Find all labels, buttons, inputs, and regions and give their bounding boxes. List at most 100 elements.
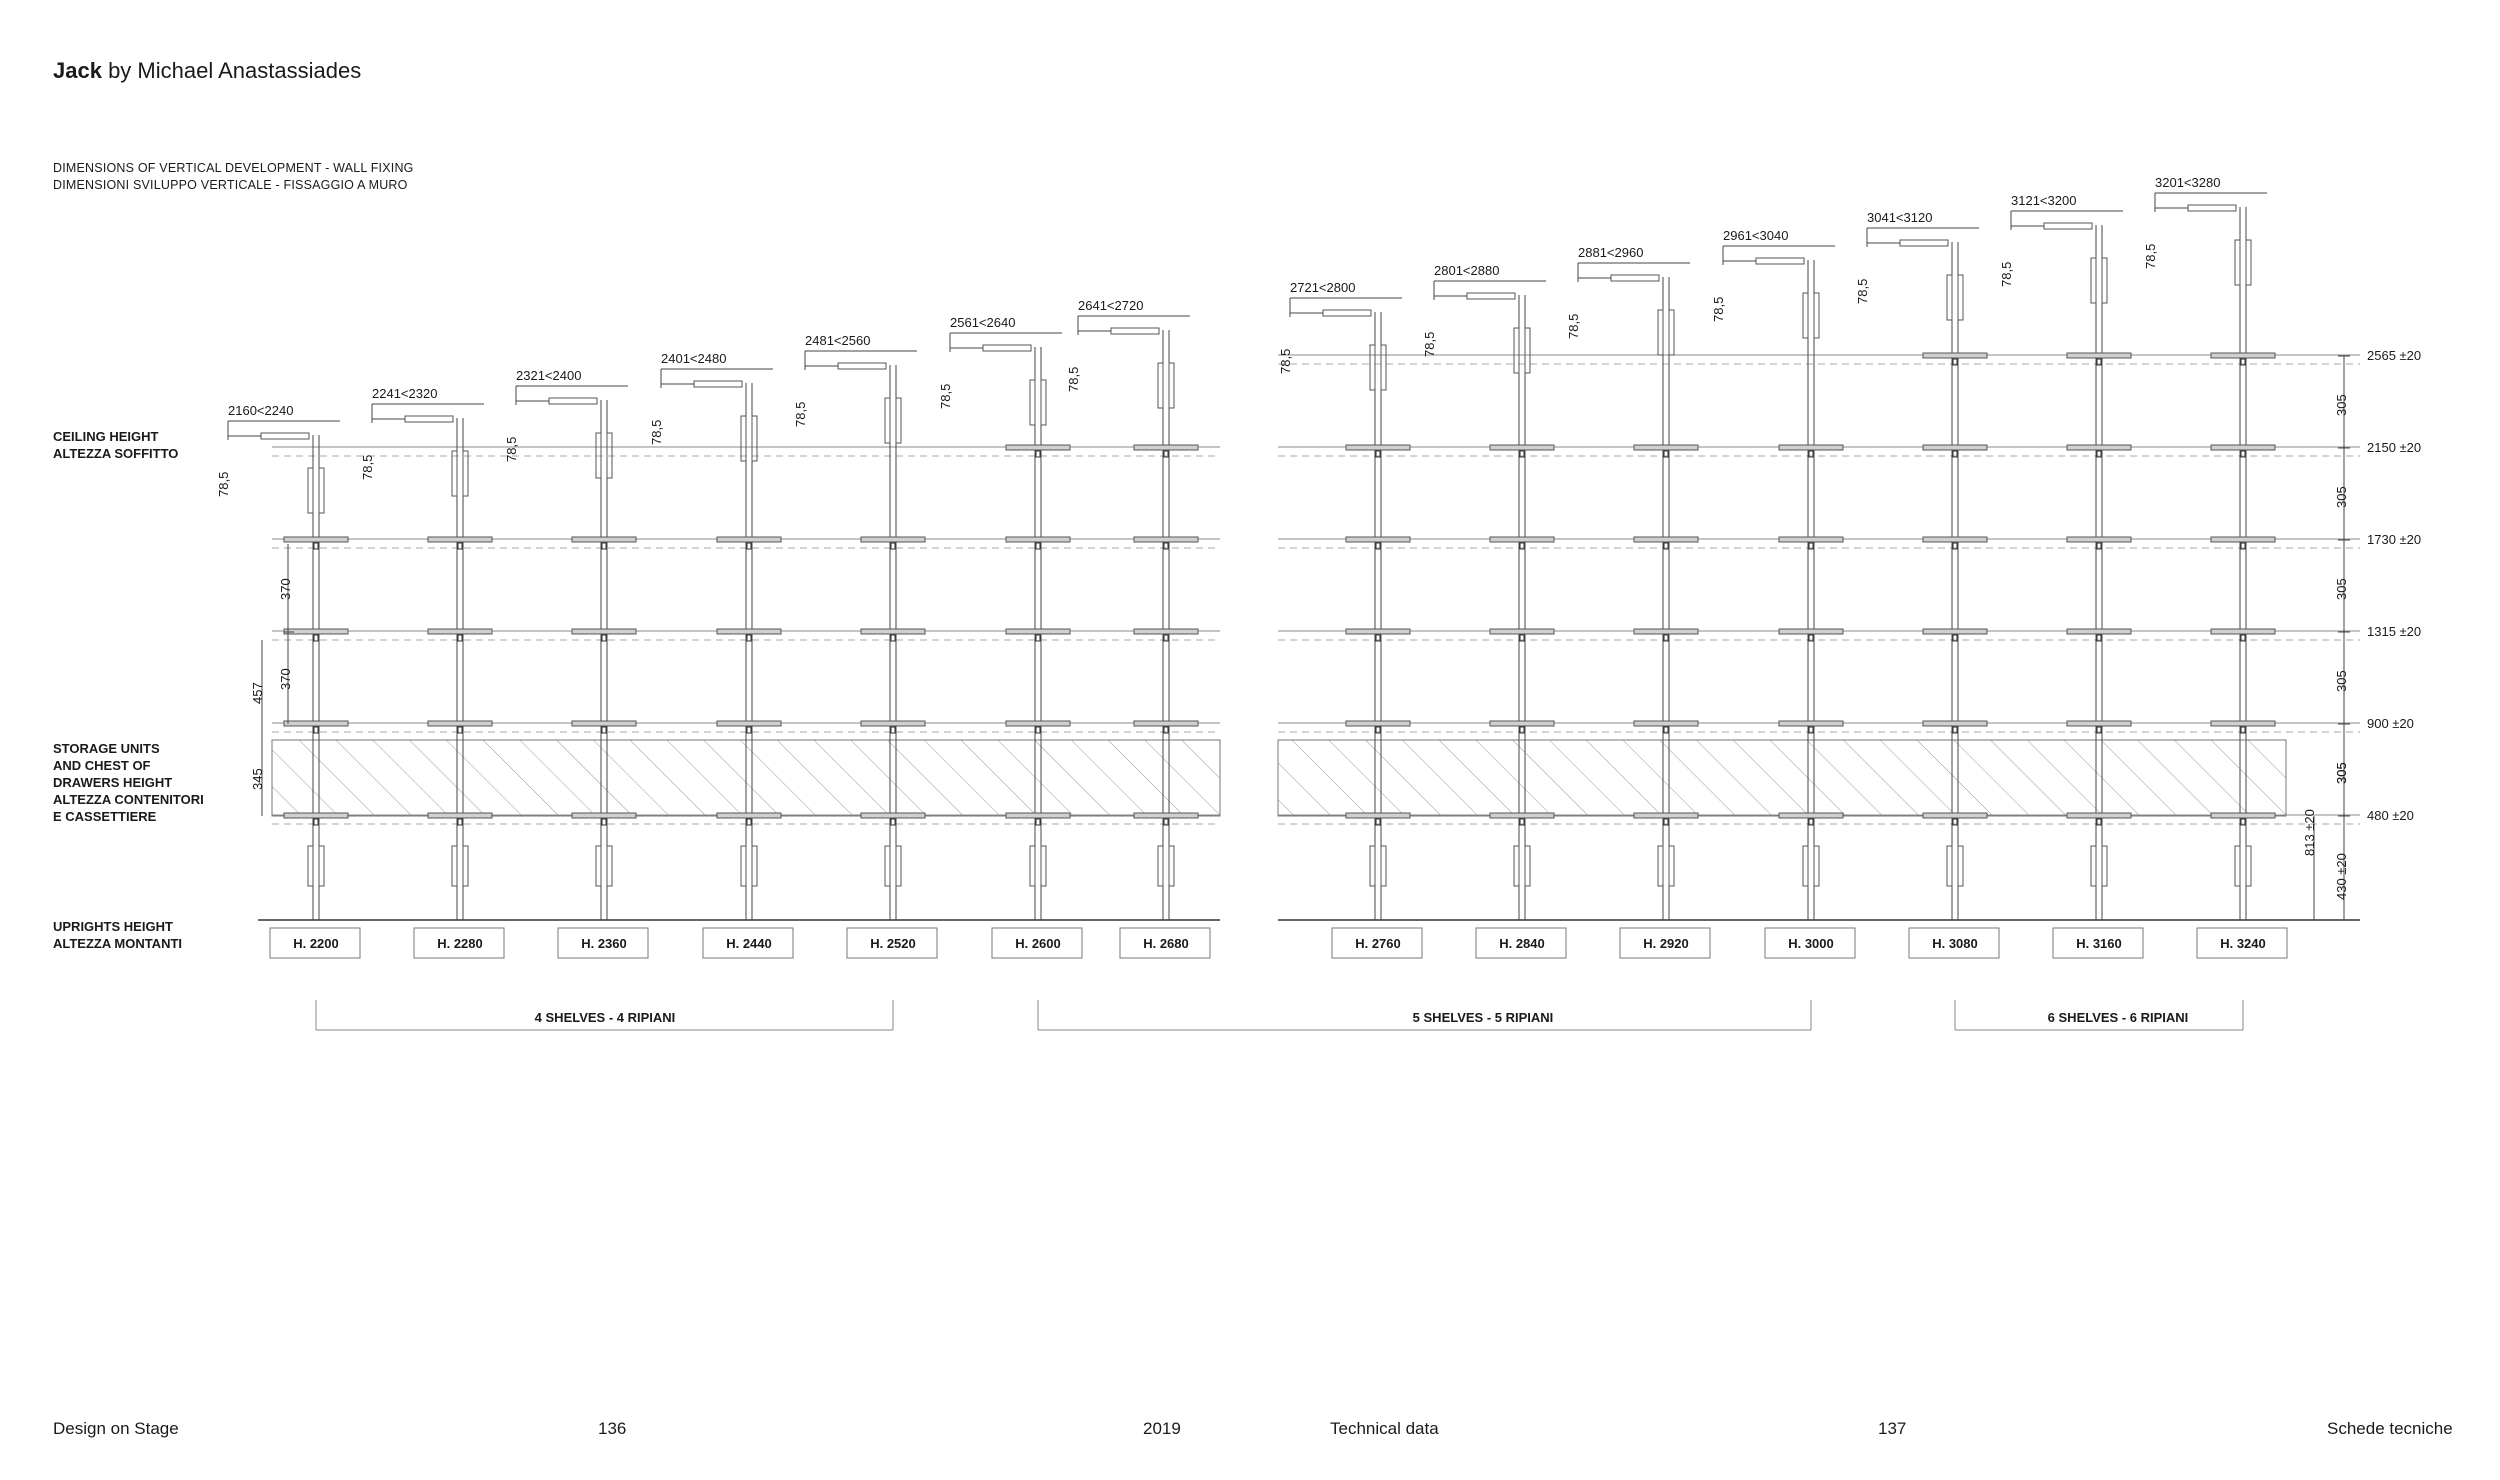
shelf-board (1133, 536, 1199, 543)
shelf-board (1489, 536, 1555, 543)
shelf-board (1345, 628, 1411, 635)
upright-height-box (413, 927, 505, 959)
shelf-board (1345, 444, 1411, 451)
upright-height-box (991, 927, 1083, 959)
ceiling-adjuster (260, 432, 310, 440)
shelf-board (716, 720, 782, 727)
shelf-bracket (1519, 634, 1525, 642)
upright-top-detail (462, 450, 469, 497)
shelf-board (2066, 812, 2132, 819)
shelf-bracket (1808, 450, 1814, 458)
upright-height-box (702, 927, 794, 959)
shelf-board (571, 628, 637, 635)
joint-dimension-label: 78,5 (1999, 262, 2014, 287)
shelf-spacing-label: 305 (2334, 394, 2349, 416)
shelf-board (2210, 720, 2276, 727)
upright-foot-detail (1946, 845, 1953, 887)
upright-height-label: H. 3000 (1788, 936, 1834, 951)
upright-top-detail (1802, 292, 1809, 339)
upright-foot-detail (1168, 845, 1175, 887)
shelf-bracket (457, 542, 463, 550)
upright-height-box (1764, 927, 1856, 959)
upright-height-box (2052, 927, 2144, 959)
shelf-bracket (1375, 726, 1381, 734)
upright-top-detail (451, 450, 458, 497)
title-designer: by Michael Anastassiades (101, 58, 362, 83)
shelf-bracket (601, 634, 607, 642)
shelf-bracket (1952, 358, 1958, 366)
upright-foot-detail (1157, 845, 1164, 887)
ceiling-range-label: 2401<2480 (661, 351, 726, 366)
joint-dimension-label: 78,5 (2143, 244, 2158, 269)
shelf-board (1922, 812, 1988, 819)
shelf-board (1778, 536, 1844, 543)
shelf-bracket (1808, 634, 1814, 642)
ceiling-adjuster (837, 362, 887, 370)
spacing-370-label: 370 (278, 578, 293, 600)
upright-foot-detail (2245, 845, 2252, 887)
upright-height-label: H. 2680 (1143, 936, 1189, 951)
ceiling-range-label: 2801<2880 (1434, 263, 1499, 278)
ceiling-adjuster (2043, 222, 2093, 230)
ceiling-range-label: 2561<2640 (950, 315, 1015, 330)
shelf-spacing-label: 305 (2334, 762, 2349, 784)
shelf-board (716, 812, 782, 819)
ceiling-adjuster (404, 415, 454, 423)
shelf-bracket (1952, 634, 1958, 642)
shelf-board (1633, 444, 1699, 451)
upright-height-label: H. 2200 (293, 936, 339, 951)
shelf-board (716, 628, 782, 635)
shelf-group-label: 5 SHELVES - 5 RIPIANI (1413, 1010, 1554, 1025)
shelf-bracket (2096, 726, 2102, 734)
shelf-board (2210, 352, 2276, 359)
joint-dimension-label: 78,5 (1566, 314, 1581, 339)
dimension-430-label: 430 ±20 (2334, 853, 2349, 900)
shelf-bracket (1375, 818, 1381, 826)
ceiling-range-label: 2241<2320 (372, 386, 437, 401)
joint-dimension-label: 78,5 (504, 437, 519, 462)
ceiling-height-label: CEILING HEIGHT ALTEZZA SOFFITTO (53, 429, 179, 461)
upright-height-label: H. 2280 (437, 936, 483, 951)
shelf-bracket (313, 542, 319, 550)
shelf-board (1922, 444, 1988, 451)
ceiling-range-label: 2160<2240 (228, 403, 293, 418)
shelf-bracket (1663, 634, 1669, 642)
shelf-board (1922, 628, 1988, 635)
upright-top-detail (1524, 327, 1531, 374)
ceiling-adjuster (1610, 274, 1660, 282)
ceiling-range-label: 2881<2960 (1578, 245, 1643, 260)
shelf-bracket (457, 634, 463, 642)
shelf-bracket (1163, 726, 1169, 734)
upright-foot-detail (606, 845, 613, 887)
shelf-board (427, 628, 493, 635)
footer-section-right-it: Schede tecniche (2327, 1419, 2453, 1438)
shelf-board (1345, 536, 1411, 543)
ceiling-adjuster (2187, 204, 2237, 212)
shelf-board (2210, 444, 2276, 451)
shelf-board (2066, 720, 2132, 727)
shelf-board (1345, 812, 1411, 819)
ceiling-adjuster (982, 344, 1032, 352)
upright-top-detail (2245, 239, 2252, 286)
shelf-bracket (601, 818, 607, 826)
shelf-bracket (1808, 542, 1814, 550)
upright-height-label: H. 2840 (1499, 936, 1545, 951)
joint-dimension-label: 78,5 (1422, 332, 1437, 357)
upright-foot-detail (1040, 845, 1047, 887)
ceiling-range-label: 2481<2560 (805, 333, 870, 348)
shelf-bracket (1163, 542, 1169, 550)
title-product: Jack (53, 58, 102, 83)
joint-dimension-label: 78,5 (1278, 349, 1293, 374)
footer-section-left: Design on Stage (53, 1419, 179, 1438)
shelf-height-label: 1730 ±20 (2367, 532, 2421, 547)
upright-top-detail (307, 467, 314, 514)
upright-top-detail (1813, 292, 1820, 339)
shelf-board (1005, 720, 1071, 727)
upright-height-box (1119, 927, 1211, 959)
shelf-bracket (1952, 542, 1958, 550)
upright-top-detail (2101, 257, 2108, 304)
shelf-board (1133, 444, 1199, 451)
shelf-bracket (1663, 542, 1669, 550)
storage-zone-right (1277, 739, 2287, 817)
shelf-bracket (2096, 818, 2102, 826)
